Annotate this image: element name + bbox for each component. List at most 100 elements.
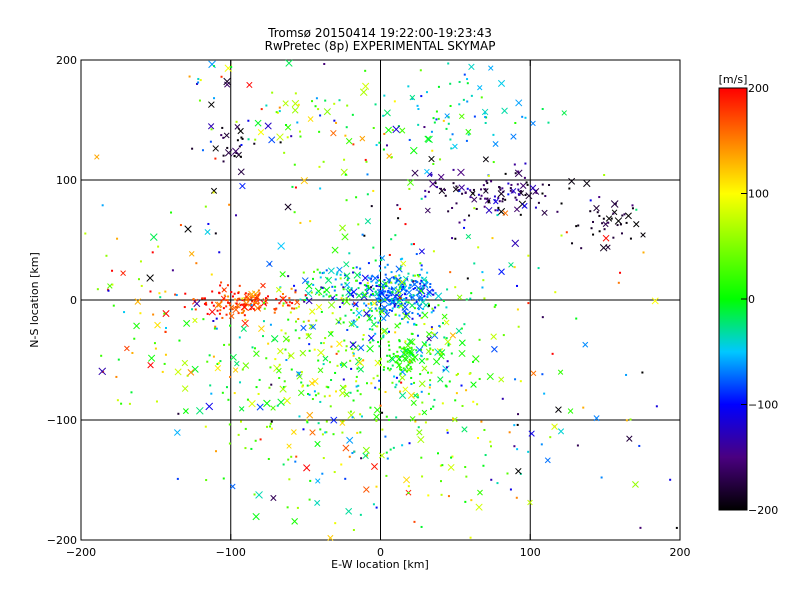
data-point-dot	[259, 438, 262, 441]
data-point-dot	[237, 292, 240, 295]
data-point-cross	[305, 282, 313, 290]
data-point-dot	[449, 138, 452, 141]
data-point-dot	[374, 332, 377, 335]
data-point-dot	[408, 294, 411, 297]
data-point-cross	[409, 415, 416, 422]
data-point-cross	[458, 349, 466, 358]
data-point-cross	[256, 403, 264, 411]
data-point-dot	[247, 138, 250, 141]
data-point-dot	[351, 294, 354, 297]
data-point-dot	[297, 305, 300, 308]
data-point-dot	[442, 119, 445, 122]
data-point-dot	[458, 80, 461, 83]
data-point-dot	[218, 251, 221, 254]
data-point-dot	[603, 228, 606, 231]
data-point-dot	[507, 193, 510, 196]
data-point-dot	[484, 454, 487, 457]
data-point-dot	[306, 421, 309, 424]
data-point-dot	[422, 307, 425, 310]
data-point-dot	[392, 352, 395, 355]
data-point-dot	[115, 375, 118, 378]
data-point-dot	[359, 413, 362, 416]
data-point-dot	[395, 278, 398, 281]
data-point-dot	[307, 280, 310, 283]
data-point-dot	[307, 319, 310, 322]
data-point-dot	[513, 445, 516, 448]
data-point-dot	[575, 317, 578, 320]
data-point-dot	[451, 206, 454, 209]
data-point-dot	[352, 319, 355, 322]
data-point-dot	[465, 139, 468, 142]
data-point-cross	[359, 88, 368, 96]
data-point-cross	[173, 429, 181, 436]
data-point-dot	[384, 290, 387, 293]
data-point-dot	[406, 321, 409, 324]
data-point-cross	[400, 260, 407, 267]
data-point-dot	[362, 294, 365, 297]
data-point-cross	[471, 196, 478, 203]
data-point-dot	[464, 191, 467, 194]
data-point-cross	[270, 494, 277, 502]
data-point-cross	[475, 503, 483, 511]
data-point-cross	[373, 413, 380, 421]
data-point-dot	[378, 284, 381, 287]
data-point-dot	[345, 126, 348, 129]
data-point-dot	[320, 286, 323, 289]
data-point-dot	[396, 306, 399, 309]
data-point-cross	[323, 108, 331, 116]
data-point-dot	[382, 336, 385, 339]
data-point-cross	[385, 126, 392, 134]
data-point-cross	[355, 309, 363, 317]
data-point-dot	[332, 433, 335, 436]
data-point-dot	[254, 296, 257, 299]
data-point-dot	[342, 300, 345, 303]
data-point-dot	[247, 119, 250, 122]
data-point-dot	[296, 121, 299, 124]
data-point-dot	[466, 100, 469, 103]
data-point-cross	[425, 331, 433, 338]
data-point-dot	[222, 477, 225, 480]
data-point-cross	[279, 385, 287, 393]
data-point-cross	[421, 365, 428, 372]
data-point-dot	[377, 276, 380, 279]
colorbar-label: [m/s]	[719, 73, 748, 86]
data-point-dot	[291, 185, 294, 188]
data-point-dot	[620, 232, 623, 235]
data-point-cross	[481, 108, 489, 116]
data-point-dot	[283, 151, 286, 154]
data-point-dot	[397, 304, 400, 307]
data-point-dot	[225, 305, 228, 308]
data-point-cross	[254, 119, 262, 127]
data-point-dot	[258, 378, 261, 381]
data-point-cross	[184, 225, 192, 233]
data-point-dot	[155, 400, 158, 403]
data-point-dot	[212, 304, 215, 307]
data-point-cross	[395, 287, 402, 295]
data-point-cross	[428, 155, 435, 163]
data-point-cross	[403, 356, 409, 363]
data-point-dot	[429, 286, 432, 289]
data-point-cross	[294, 299, 301, 306]
data-point-dot	[218, 312, 221, 315]
data-point-dot	[447, 62, 450, 65]
data-point-dot	[352, 342, 355, 345]
data-point-cross	[107, 283, 113, 289]
data-point-dot	[205, 479, 208, 482]
data-point-dot	[394, 234, 397, 237]
data-point-dot	[385, 415, 388, 418]
data-point-cross	[386, 153, 393, 159]
data-point-dot	[319, 400, 322, 403]
data-point-cross	[374, 291, 380, 297]
data-point-dot	[367, 276, 370, 279]
data-point-dot	[464, 500, 467, 503]
data-point-dot	[318, 271, 321, 274]
data-point-dot	[265, 357, 268, 360]
data-point-dot	[464, 466, 467, 469]
data-point-dot	[356, 318, 359, 321]
data-point-dot	[403, 351, 406, 354]
data-point-dot	[458, 103, 461, 106]
data-point-cross	[240, 325, 247, 332]
data-point-cross	[162, 310, 170, 318]
data-point-dot	[230, 66, 233, 69]
data-point-cross	[406, 289, 413, 296]
